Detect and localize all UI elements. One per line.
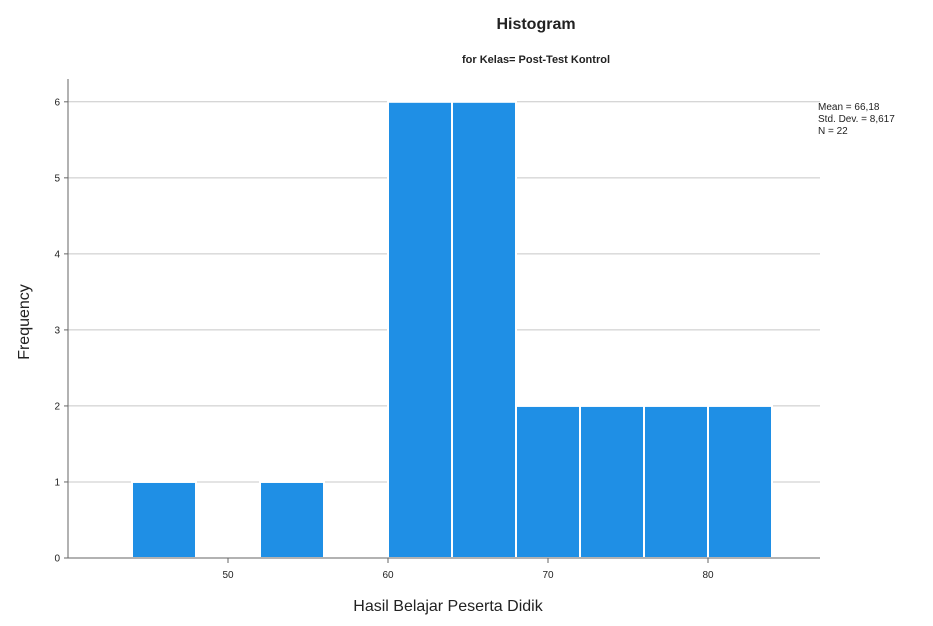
y-tick-label-1: 1 — [54, 477, 60, 488]
histogram-bar-7 — [579, 404, 645, 559]
histogram-bar-8 — [643, 404, 709, 559]
axes — [67, 79, 820, 559]
histogram-bars — [131, 100, 773, 560]
n-stat: N = 22 — [818, 126, 848, 137]
y-tick-label-3: 3 — [54, 325, 60, 336]
histogram-bar-2 — [259, 480, 325, 560]
y-tick-label-4: 4 — [54, 249, 60, 260]
histogram-bar-6 — [515, 404, 581, 559]
histogram-bar-5 — [451, 100, 517, 560]
mean-stat: Mean = 66,18 — [818, 102, 880, 113]
y-tick-label-5: 5 — [54, 173, 60, 184]
chart-subtitle: for Kelas= Post-Test Kontrol — [462, 54, 610, 66]
histogram-bar-0 — [131, 480, 197, 560]
x-tick-label-2: 70 — [542, 570, 554, 581]
y-ticks: 0 1 2 3 4 5 6 — [54, 97, 68, 565]
x-tick-label-3: 80 — [702, 570, 714, 581]
x-axis-label: Hasil Belajar Peserta Didik — [353, 598, 543, 615]
y-tick-label-0: 0 — [54, 554, 60, 565]
std-dev-stat: Std. Dev. = 8,617 — [818, 114, 895, 125]
y-axis-label: Frequency — [16, 284, 33, 360]
histogram-bar-9 — [707, 404, 773, 559]
x-ticks: 50 60 70 80 — [222, 558, 714, 581]
histogram-bar-4 — [387, 100, 453, 560]
y-tick-label-6: 6 — [54, 97, 60, 108]
x-tick-label-1: 60 — [382, 570, 394, 581]
x-tick-label-0: 50 — [222, 570, 234, 581]
y-tick-label-2: 2 — [54, 401, 60, 412]
chart-title: Histogram — [496, 16, 575, 33]
